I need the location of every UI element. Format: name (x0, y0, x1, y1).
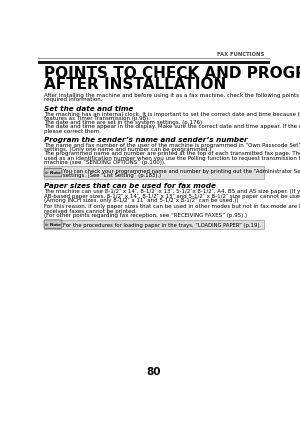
Text: received faxes cannot be printed.: received faxes cannot be printed. (44, 209, 136, 214)
Text: The machine can use 8-1/2″ x 14″, 8-1/2″ x 13″, 5-1/2″x 8-1/2″, A4, B5 and A5 si: The machine can use 8-1/2″ x 14″, 8-1/2″… (44, 190, 300, 195)
Text: 80: 80 (146, 367, 161, 377)
Text: ✏ Note: ✏ Note (45, 223, 61, 226)
Text: FAX FUNCTIONS: FAX FUNCTIONS (217, 52, 265, 57)
Text: Set the date and time: Set the date and time (44, 106, 133, 112)
Text: settings. (See “List Setting” (p.183).): settings. (See “List Setting” (p.183).) (63, 173, 161, 178)
FancyBboxPatch shape (44, 168, 62, 177)
Bar (44, 166, 264, 179)
Text: (Among INCH sizes, only 8-1/2″ x 11″ and 5-1/2″x 8-1/2″ can be used.)): (Among INCH sizes, only 8-1/2″ x 11″ and… (44, 198, 238, 203)
Text: POINTS TO CHECK AND PROGRAM: POINTS TO CHECK AND PROGRAM (44, 66, 300, 81)
Text: The machine has an internal clock. It is important to set the correct date and t: The machine has an internal clock. It is… (44, 112, 300, 117)
Text: For this reason, if only paper sizes that can be used in other modes but not in : For this reason, if only paper sizes tha… (44, 204, 300, 209)
Text: used as an identification number when you use the Polling function to request tr: used as an identification number when yo… (44, 156, 300, 161)
Text: AFTER INSTALLATION: AFTER INSTALLATION (44, 77, 226, 92)
Text: You can check your programmed name and number by printing out the “Administrator: You can check your programmed name and n… (63, 169, 300, 174)
Text: machine (see “SENDING OPTIONS” (p.100)).: machine (see “SENDING OPTIONS” (p.100)). (44, 160, 166, 165)
Text: Program the sender’s name and sender’s number: Program the sender’s name and sender’s n… (44, 137, 247, 143)
Text: After installing the machine and before using it as a fax machine, check the fol: After installing the machine and before … (44, 93, 300, 98)
Text: settings. (Only one name and number can be programmed.): settings. (Only one name and number can … (44, 147, 211, 152)
Text: AB-based paper sizes, 8-1/2″ x 14″, 8-1/2″ x 13″ and 5-1/2″ x 8-1/2″ size paper : AB-based paper sizes, 8-1/2″ x 14″, 8-1/… (44, 194, 300, 199)
Text: ✏ Note: ✏ Note (45, 171, 61, 175)
Text: (For other points regarding fax reception, see “RECEIVING FAXES” (p.95).): (For other points regarding fax receptio… (44, 213, 247, 218)
Text: required information.: required information. (44, 98, 102, 103)
Text: The name and fax number of the user of the machine is programmed in “Own Passcod: The name and fax number of the user of t… (44, 143, 300, 148)
Text: Paper sizes that can be used for fax mode: Paper sizes that can be used for fax mod… (44, 183, 216, 190)
Bar (44, 220, 264, 229)
Text: The date and time are set in the system settings. (p.176): The date and time are set in the system … (44, 120, 202, 125)
Text: The programmed name and number are printed at the top of each transmitted fax pa: The programmed name and number are print… (44, 151, 300, 156)
Text: features as Timer Transmission (p.98).: features as Timer Transmission (p.98). (44, 116, 150, 121)
FancyBboxPatch shape (44, 220, 62, 229)
Text: The date and time appear in the display. Make sure the correct date and time app: The date and time appear in the display.… (44, 124, 300, 129)
Bar (38, 61, 270, 64)
Text: For the procedures for loading paper in the trays, “LOADING PAPER” (p.19).: For the procedures for loading paper in … (63, 223, 261, 228)
Text: please correct them.: please correct them. (44, 128, 101, 134)
